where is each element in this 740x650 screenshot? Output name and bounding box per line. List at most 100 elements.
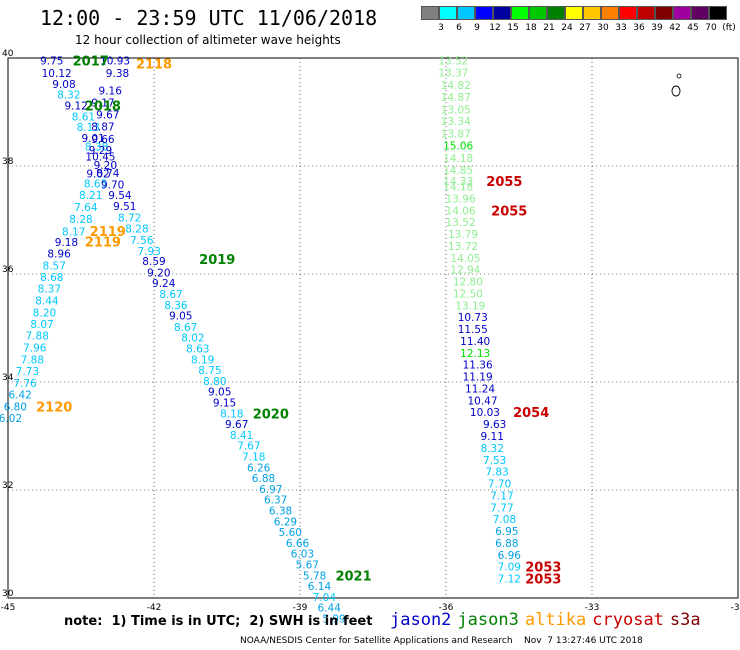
swh-label-track2: 6.38 xyxy=(269,506,292,518)
swh-label-track1: 9.02 xyxy=(86,169,109,181)
swh-label-track2: 7.18 xyxy=(242,452,265,464)
time-label: 2120 xyxy=(36,400,72,415)
swh-label-track3: 14.18 xyxy=(443,182,473,194)
swh-label-track2: 9.67 xyxy=(225,419,248,431)
swh-label-track2: 9.51 xyxy=(113,201,136,213)
swh-label-track3: 7.17 xyxy=(490,490,513,502)
swh-label-track3: 11.55 xyxy=(458,324,488,336)
swh-label-track3: 13.52 xyxy=(438,56,468,68)
legend-tick-label: 12 xyxy=(489,23,501,33)
legend-swatch xyxy=(547,6,565,20)
swh-label-track1: 8.61 xyxy=(72,111,95,123)
swh-label-track2: 8.80 xyxy=(203,376,226,388)
swh-label-track3: 12.13 xyxy=(460,348,490,360)
legend-tick-label: 9 xyxy=(474,23,480,33)
swh-label-track3: 7.77 xyxy=(490,502,513,514)
satellite-legend-s3a: s3a xyxy=(669,610,701,630)
legend-tick-label: 70 xyxy=(705,23,717,33)
swh-label-track1: 6.80 xyxy=(4,401,27,413)
island-outline xyxy=(671,85,681,97)
legend-tick-label: 42 xyxy=(669,23,681,33)
swh-label-track2: 8.67 xyxy=(159,289,182,301)
swh-label-track2: 8.75 xyxy=(198,365,221,377)
swh-label-track1: 8.57 xyxy=(43,260,66,272)
y-tick-label: 40 xyxy=(2,49,14,59)
swh-label-track2: 8.59 xyxy=(142,256,165,268)
swh-label-track2: 8.41 xyxy=(230,430,253,442)
swh-label-track3: 12.80 xyxy=(453,277,483,289)
swh-label-track2: 6.66 xyxy=(286,538,310,550)
legend-tick-label: 27 xyxy=(579,23,591,33)
swh-label-track3: 14.85 xyxy=(443,165,473,177)
legend-swatch xyxy=(439,6,457,20)
swh-label-track3: 13.37 xyxy=(438,68,468,80)
legend-tick-label: 39 xyxy=(651,23,663,33)
swh-label-track1: 7.64 xyxy=(74,202,98,214)
swh-label-track3: 7.83 xyxy=(485,467,508,479)
legend-swatch xyxy=(493,6,511,20)
legend-tick-label: 21 xyxy=(543,23,555,33)
legend-tick-label: 3 xyxy=(438,23,444,33)
y-tick-label: 36 xyxy=(2,265,14,275)
swh-label-track1: 9.01 xyxy=(81,133,104,145)
swh-label-track3: 14.82 xyxy=(441,80,471,92)
swh-label-track3: 9.11 xyxy=(481,431,504,443)
swh-label-track1: 8.13 xyxy=(77,122,100,134)
swh-label-track1: 8.28 xyxy=(69,214,92,226)
swh-label-track1: 7.88 xyxy=(21,354,44,366)
satellite-legend-cryosat: cryosat xyxy=(592,610,664,630)
legend-swatch xyxy=(475,6,493,20)
legend-swatch xyxy=(637,6,655,20)
swh-label-track2: 9.54 xyxy=(108,190,132,202)
swh-label-track3: 13.05 xyxy=(441,104,471,116)
swh-label-track3: 14.18 xyxy=(443,153,473,165)
swh-label-track1: 8.20 xyxy=(33,307,56,319)
x-tick-label: -30 xyxy=(731,603,740,613)
swh-label-track2: 9.16 xyxy=(99,85,123,97)
satellite-legend-altika: altika xyxy=(524,610,587,630)
swh-label-track1: 9.75 xyxy=(40,56,63,68)
time-label: 2017 xyxy=(73,55,109,70)
swh-label-track1: 8.07 xyxy=(30,319,53,331)
swh-label-track2: 5.99 xyxy=(322,614,345,626)
y-tick-label: 34 xyxy=(2,373,14,383)
time-label: 2053 xyxy=(525,573,561,588)
swh-label-track2: 9.70 xyxy=(101,179,124,191)
x-tick-label: -42 xyxy=(147,603,162,613)
swh-label-track3: 15.06 xyxy=(443,140,473,152)
swh-label-track3: 10.73 xyxy=(458,312,488,324)
swh-label-track3: 14.87 xyxy=(441,92,471,104)
swh-label-track3: 10.47 xyxy=(467,395,497,407)
swh-label-track2: 6.88 xyxy=(252,473,275,485)
legend-swatch xyxy=(691,6,709,20)
swh-label-track1: 9.08 xyxy=(52,79,75,91)
legend-swatch xyxy=(421,6,439,20)
chart-title: 12:00 - 23:59 UTC 11/06/2018 xyxy=(40,6,378,30)
legend-tick-label: 6 xyxy=(456,23,462,33)
satellite-legend: jason2 jason3 altika cryosat s3a xyxy=(390,610,707,630)
swh-label-track1: 8.37 xyxy=(38,284,61,296)
swh-label-track2: 8.74 xyxy=(96,168,120,180)
swh-label-track1: 10.45 xyxy=(85,151,115,163)
time-label: 2055 xyxy=(491,204,527,219)
legend-swatch xyxy=(655,6,673,20)
swh-label-track3: 12.94 xyxy=(450,265,480,277)
x-tick-label: -36 xyxy=(439,603,454,613)
swh-label-track1: 7.88 xyxy=(26,331,49,343)
time-label: 2054 xyxy=(513,406,549,421)
swh-label-track2: 6.26 xyxy=(247,462,271,474)
swh-label-track1: 8.32 xyxy=(57,90,80,102)
swh-label-track3: 6.96 xyxy=(498,550,522,562)
swh-label-track2: 6.29 xyxy=(274,516,297,528)
swh-label-track2: 5.60 xyxy=(279,527,302,539)
swh-label-track3: 11.40 xyxy=(460,336,490,348)
legend-swatch xyxy=(457,6,475,20)
time-label: 2019 xyxy=(199,253,235,268)
swh-label-track2: 8.28 xyxy=(125,224,148,236)
swh-label-track3: 8.32 xyxy=(481,443,504,455)
swh-label-track2: 9.20 xyxy=(147,267,170,279)
legend-swatch xyxy=(565,6,583,20)
satellite-legend-jason3: jason3 xyxy=(457,610,519,630)
swh-label-track3: 14.06 xyxy=(446,205,476,217)
